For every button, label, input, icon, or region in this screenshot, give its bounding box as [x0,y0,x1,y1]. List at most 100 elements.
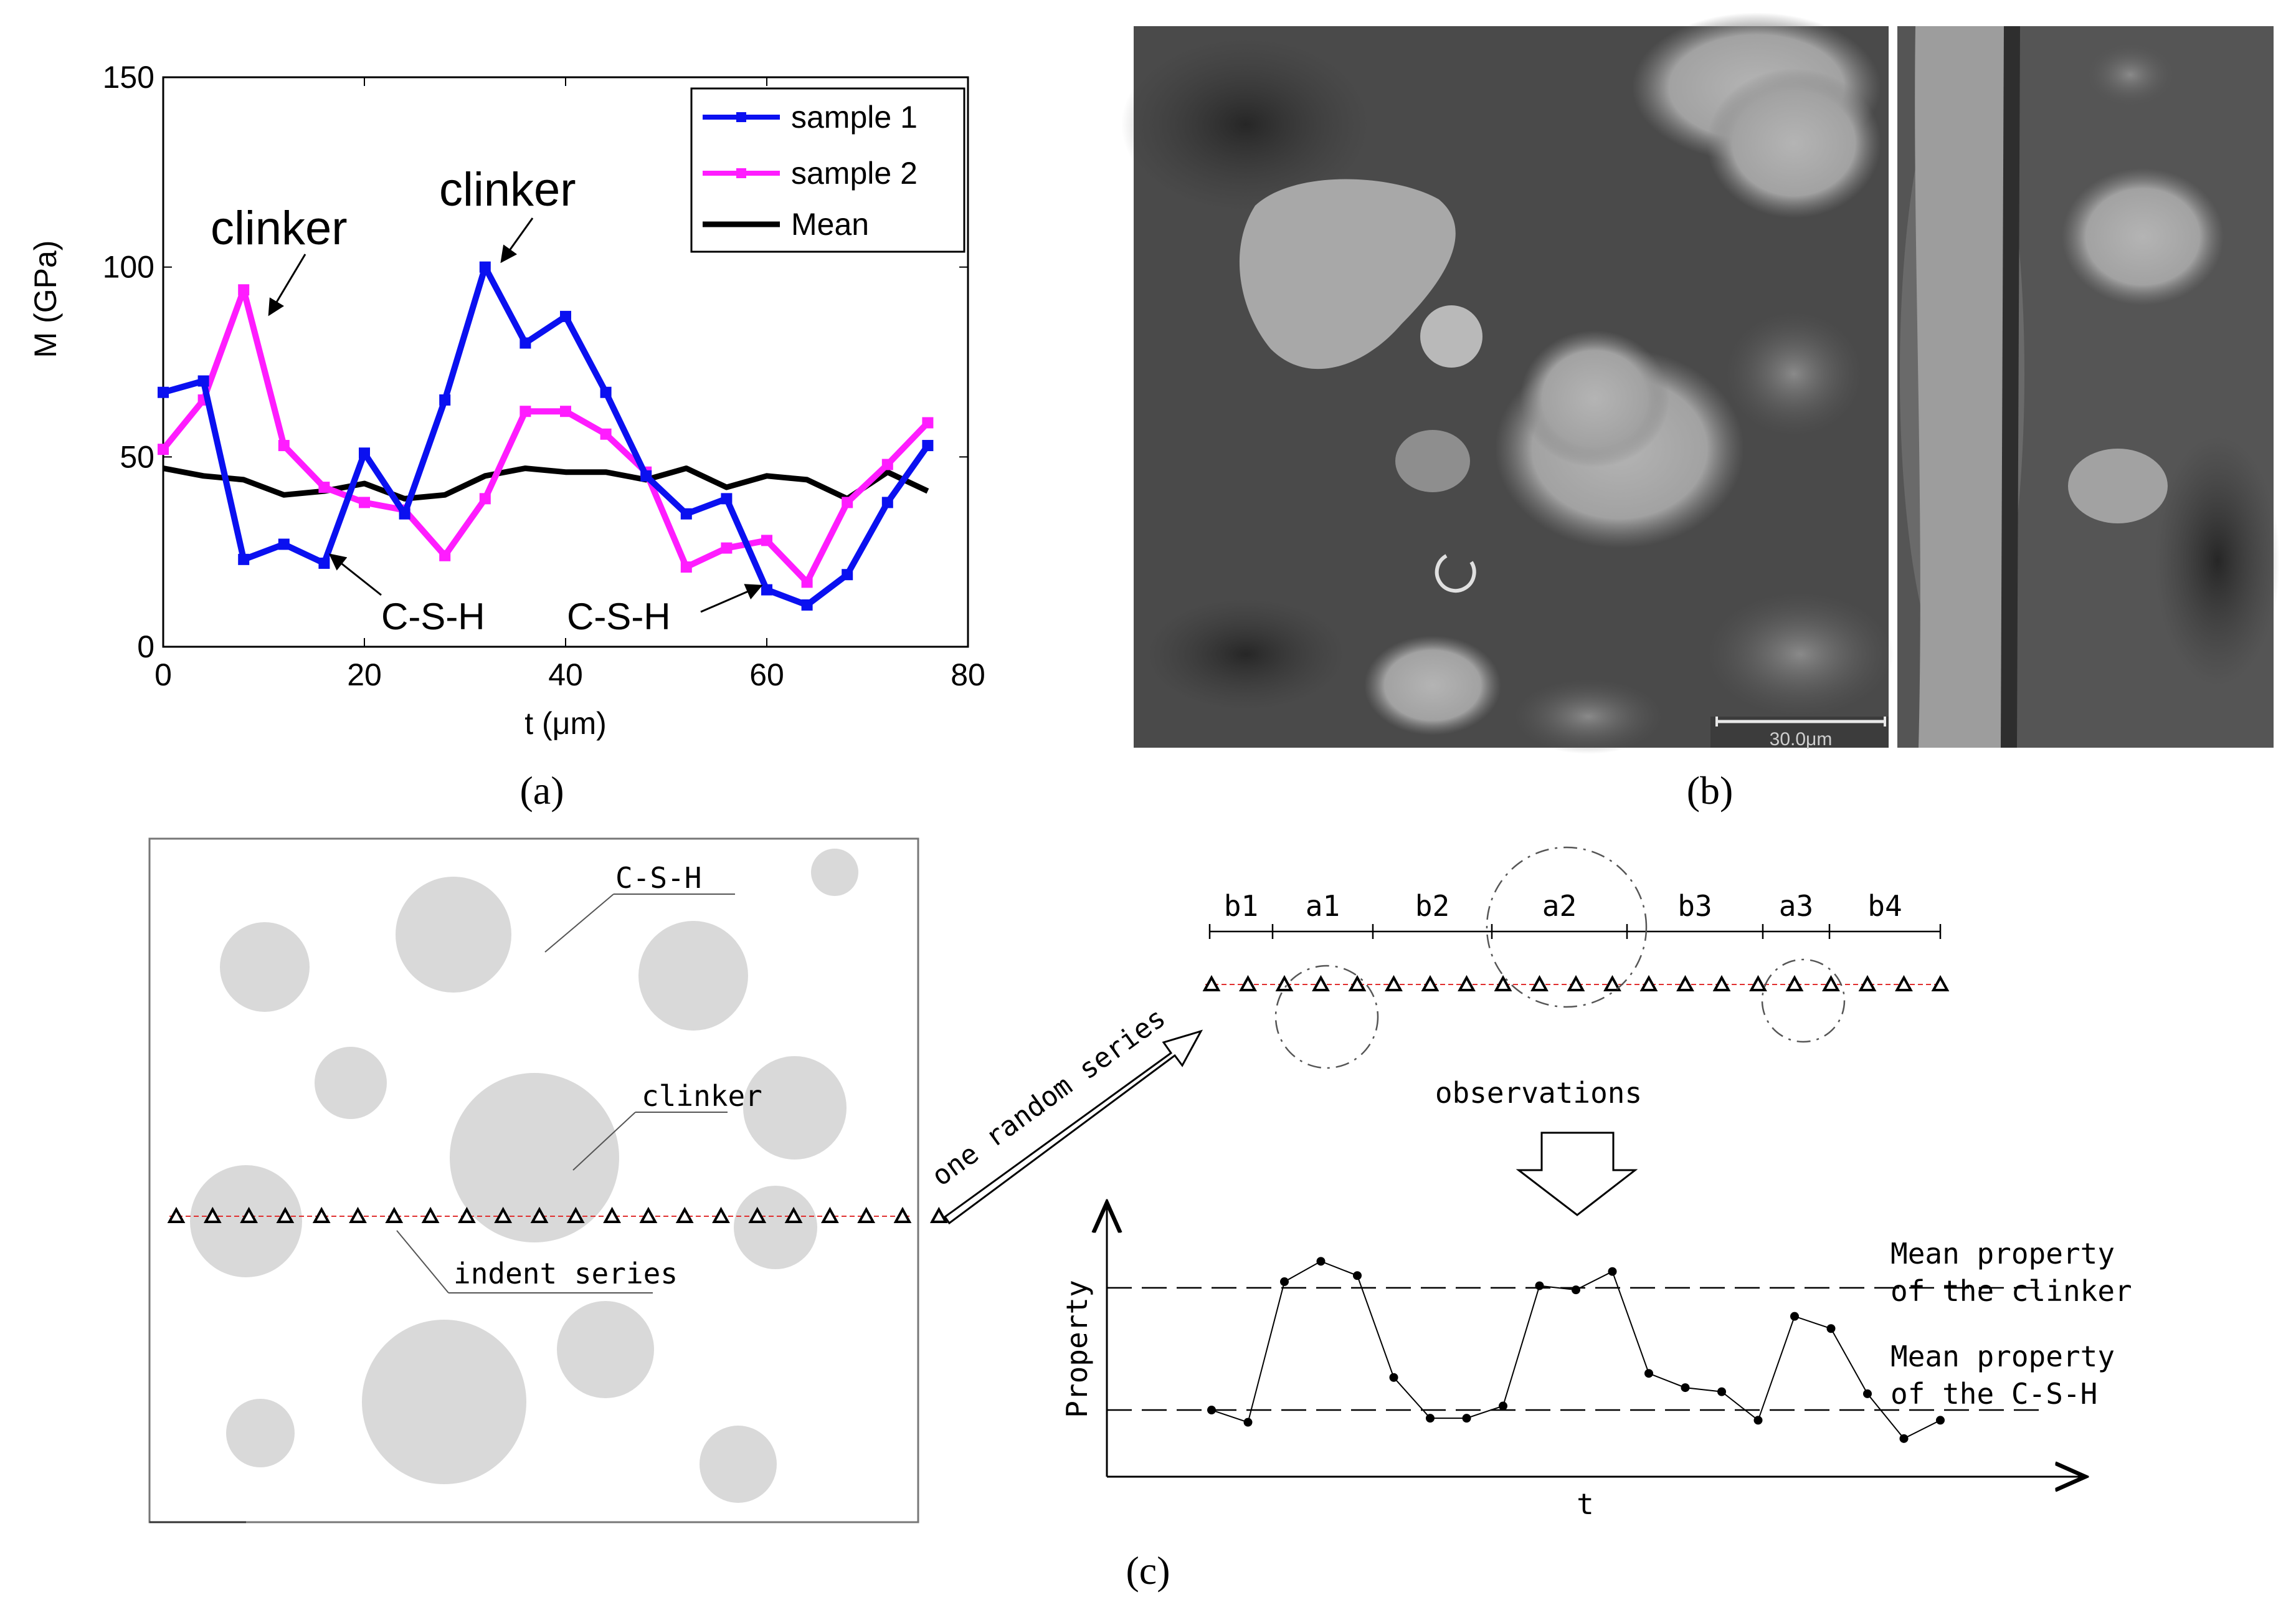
property-point [1353,1271,1362,1280]
particle [743,1056,847,1160]
indent-mark [1712,974,1731,991]
annotation-arrow [700,584,763,613]
annotation-arrow [328,553,382,596]
x-tick-label: 0 [154,657,172,692]
property-point [1316,1257,1326,1266]
data-point [801,599,813,611]
label-observations: observations [1435,1076,1642,1110]
property-point [1280,1277,1289,1287]
particle [315,1047,387,1119]
segment-label-b2: b2 [1415,889,1449,923]
grain-circle [1486,846,1648,1008]
label-indent-series: indent series [453,1257,678,1290]
particle [557,1301,654,1398]
property-chart: Property t Mean property of the clinker … [1060,1203,2132,1521]
data-point [318,557,330,569]
x-tick-label: 40 [548,657,583,692]
indent-mark [203,1206,222,1223]
data-point [399,508,410,520]
property-point [1863,1389,1872,1398]
property-point [1826,1324,1836,1333]
chart-a-xlabel: t (μm) [524,706,607,741]
label-csh: C-S-H [615,861,701,895]
indent-mark [1858,974,1877,991]
grain-circle [1761,958,1846,1043]
indent-mark [240,1206,258,1223]
label-one-random-series: one random series [926,1002,1171,1193]
particle [450,1073,619,1242]
indent-mark [1312,974,1330,991]
indent-mark [1603,974,1621,991]
indent-mark [748,1206,767,1223]
indent-mark [1239,974,1257,991]
label-clinker: clinker [642,1079,762,1113]
property-point [1499,1401,1507,1411]
data-point [721,493,733,505]
data-point [600,428,612,440]
property-xlabel: t [1577,1487,1594,1521]
indent-mark [603,1206,621,1223]
indent-mark [530,1206,549,1223]
indent-mark [675,1206,694,1223]
property-point [1243,1418,1253,1427]
property-point [1462,1414,1471,1423]
indent-mark [1639,974,1658,991]
data-point [922,440,934,452]
property-point [1790,1312,1799,1321]
data-point [158,386,169,398]
data-point [439,394,451,406]
y-tick-label: 0 [137,629,154,664]
data-point [238,553,250,565]
property-point [1426,1414,1435,1423]
random-series-arrow: one random series [926,1002,1203,1225]
data-point [680,508,692,520]
data-point [519,406,531,417]
data-point [680,561,692,573]
indent-mark [1275,974,1294,991]
mean-csh-line2: of the C-S-H [1890,1377,2097,1411]
property-point [1572,1285,1580,1295]
property-point [1681,1383,1690,1393]
data-point [238,284,250,296]
annotation-csh-right: C-S-H [567,596,671,637]
indent-mark [1822,974,1840,991]
schematic-matrix: C-S-H clinker indent series [148,837,948,1523]
chart-a-ylabel: M (GPa) [28,241,63,358]
indent-mark [712,1206,730,1223]
indent-mark [1931,974,1950,991]
grain-circle [1274,965,1379,1069]
micrograph-right [1897,26,2280,748]
property-point [1389,1373,1398,1382]
panel-c-caption: (c) [1126,1548,1170,1593]
micrograph-left: 30.0μm [1121,12,1894,754]
y-tick-label: 150 [103,60,154,95]
segment-label-b4: b4 [1867,889,1902,923]
x-tick-label: 60 [749,657,784,692]
segment-labels: b1 a1 b2 a2 b3 a3 b4 [1208,889,1942,939]
y-tick-label: 50 [120,439,154,474]
particle [362,1320,526,1484]
property-point [1753,1416,1763,1425]
property-point [1936,1416,1945,1425]
particle [226,1399,295,1467]
panel-a: 0 20 40 60 80 0 50 100 150 M (GPa) t (μm) sample… [28,60,985,812]
segment-label-a2: a2 [1542,889,1577,923]
particle [700,1426,777,1503]
indent-mark [639,1206,658,1223]
indent-mark [1567,974,1585,991]
indent-mark [494,1206,513,1223]
chart-a-axes: 0 20 40 60 80 0 50 100 150 [103,60,985,692]
particle [811,849,858,896]
data-point [359,497,370,508]
series-line-sample-1 [162,264,931,608]
data-point [278,538,290,550]
data-point [600,386,612,398]
series-line-mean [163,465,929,502]
indent-mark [1202,974,1221,991]
data-point [842,569,853,581]
indent-mark [276,1206,295,1223]
property-point [1207,1406,1216,1415]
indent-mark [1385,974,1403,991]
data-point [842,497,853,508]
annotation-arrow [500,217,534,264]
